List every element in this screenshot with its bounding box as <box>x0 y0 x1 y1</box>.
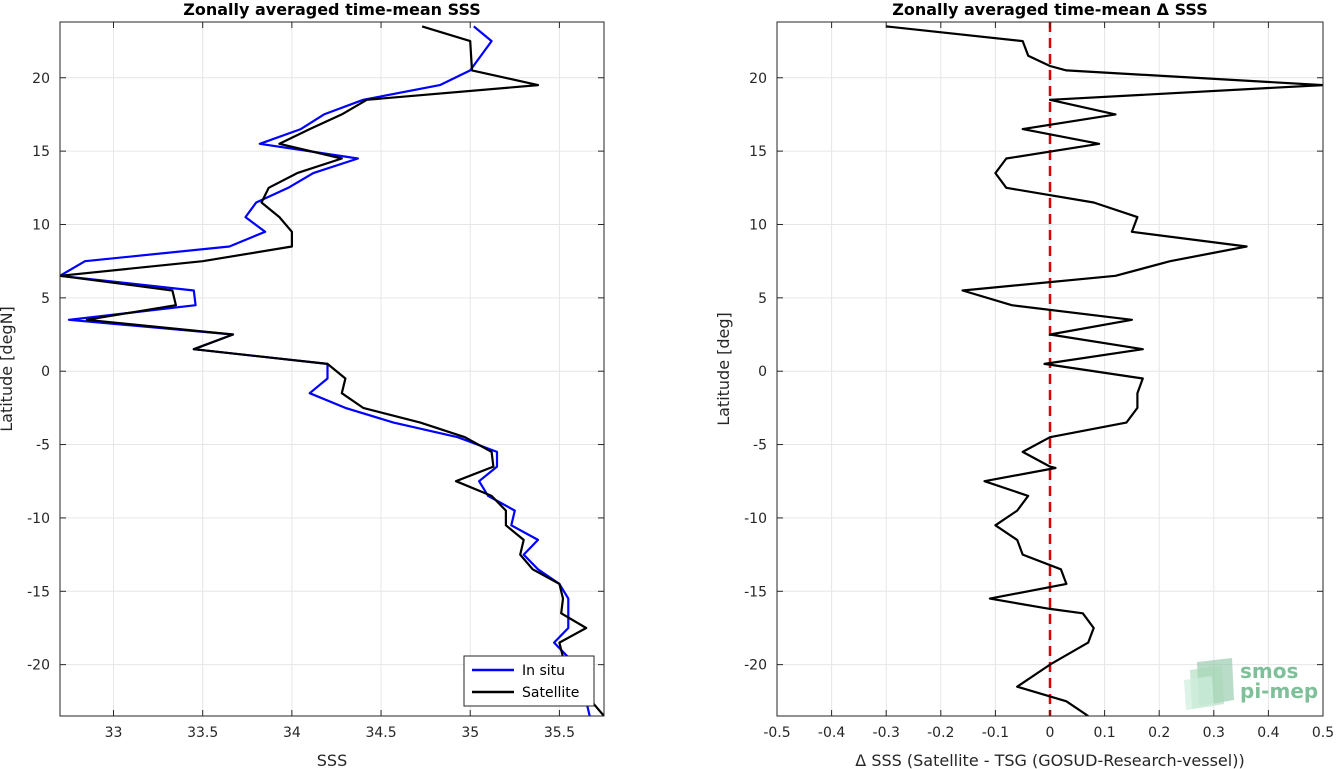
sss-x-tick-label: 33.5 <box>187 725 218 741</box>
sss-y-tick-label: 5 <box>41 291 50 307</box>
sss-y-tick-label: 20 <box>32 71 50 87</box>
delta-sss-y-tick-label: -15 <box>744 584 767 600</box>
sss-x-tick-label: 33 <box>105 725 123 741</box>
delta-sss-x-tick-label: -0.3 <box>873 725 900 741</box>
delta-sss-chart: -0.5 -0.4 -0.3 -0.2 -0.1 0 0.1 0.2 0.3 0.4 0.5 -20 -… <box>714 0 1334 769</box>
delta-sss-x-tick-label: -0.5 <box>763 725 790 741</box>
sss-ticks: 33 33.5 34 34.5 35 35.5 -20 -15 -10 -5 0 5 10 15 20 <box>27 22 604 741</box>
sss-grid <box>60 22 604 716</box>
sss-chart-title: Zonally averaged time-mean SSS <box>183 0 481 19</box>
sss-x-tick-label: 34 <box>283 725 301 741</box>
sss-y-tick-label: -10 <box>27 511 50 527</box>
delta-sss-y-axis-label: Latitude [deg] <box>714 312 733 426</box>
sss-series-group <box>60 25 604 716</box>
sss-x-tick-label: 35 <box>461 725 479 741</box>
delta-sss-x-tick-label: -0.1 <box>982 725 1009 741</box>
sss-plot-area <box>60 22 604 716</box>
sss-y-tick-label: 15 <box>32 144 50 160</box>
sss-x-tick-label: 35.5 <box>544 725 575 741</box>
delta-sss-y-tick-label: 0 <box>758 364 767 380</box>
legend-label-in-situ: In situ <box>522 663 565 679</box>
sss-y-tick-label: -20 <box>27 658 50 674</box>
delta-sss-y-tick-label: -10 <box>744 511 767 527</box>
delta-sss-x-tick-label: 0.2 <box>1148 725 1170 741</box>
legend-label-satellite: Satellite <box>522 685 579 701</box>
delta-sss-x-tick-label: -0.2 <box>927 725 954 741</box>
delta-sss-y-tick-label: 15 <box>749 144 767 160</box>
sss-y-tick-label: 0 <box>41 364 50 380</box>
logo-text-pi-mep: pi-mep <box>1240 679 1318 703</box>
delta-sss-y-tick-label: 10 <box>749 217 767 233</box>
series-line-delta <box>886 25 1323 716</box>
smos-pi-mep-logo: smos pi-mep <box>1184 658 1318 710</box>
delta-sss-y-tick-label: -20 <box>744 658 767 674</box>
delta-sss-x-tick-label: 0.4 <box>1257 725 1279 741</box>
legend-box <box>463 655 595 707</box>
series-line-satellite <box>60 25 604 716</box>
sss-x-tick-label: 34.5 <box>365 725 396 741</box>
delta-sss-x-tick-label: 0.3 <box>1203 725 1225 741</box>
sss-axes-frame <box>59 21 605 717</box>
delta-sss-ticks: -0.5 -0.4 -0.3 -0.2 -0.1 0 0.1 0.2 0.3 0.4 0.5 -20 -… <box>744 22 1334 741</box>
sss-chart: 33 33.5 34 34.5 35 35.5 -20 -15 -10 -5 0 5 10 15 20 Zo… <box>0 0 605 769</box>
delta-sss-x-axis-label: Δ SSS (Satellite - TSG (GOSUD-Research-v… <box>855 751 1244 769</box>
sss-x-axis-label: SSS <box>317 751 347 769</box>
delta-sss-chart-title: Zonally averaged time-mean Δ SSS <box>892 0 1208 19</box>
delta-sss-x-tick-label: 0.1 <box>1093 725 1115 741</box>
delta-sss-series-group <box>886 22 1323 716</box>
delta-sss-y-tick-label: 5 <box>758 291 767 307</box>
logo-mark-front <box>1184 676 1214 710</box>
delta-sss-y-tick-label: -5 <box>753 438 767 454</box>
sss-y-axis-label: Latitude [degN] <box>0 306 16 432</box>
sss-y-tick-label: -5 <box>36 438 50 454</box>
delta-sss-y-tick-label: 20 <box>749 71 767 87</box>
sss-y-tick-label: -15 <box>27 584 50 600</box>
delta-sss-x-tick-label: -0.4 <box>818 725 845 741</box>
delta-sss-x-tick-label: 0 <box>1046 725 1055 741</box>
sss-y-tick-label: 10 <box>32 217 50 233</box>
legend: In situ Satellite <box>463 655 595 707</box>
delta-sss-x-tick-label: 0.5 <box>1312 725 1334 741</box>
logo-text-smos: smos <box>1240 659 1298 683</box>
